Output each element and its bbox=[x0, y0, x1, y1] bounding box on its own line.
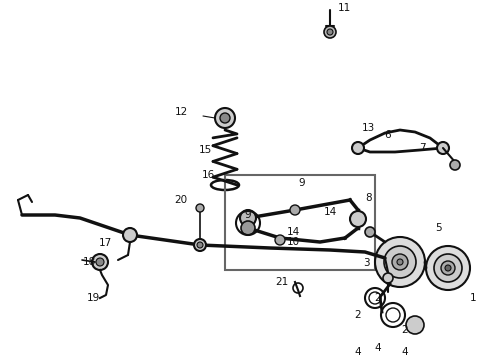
Text: 3: 3 bbox=[364, 258, 370, 268]
Circle shape bbox=[384, 246, 416, 278]
Circle shape bbox=[437, 142, 449, 154]
Text: 12: 12 bbox=[175, 107, 188, 117]
Text: 20: 20 bbox=[174, 195, 187, 205]
Text: 2: 2 bbox=[375, 293, 381, 303]
Text: 14: 14 bbox=[286, 227, 299, 237]
Circle shape bbox=[365, 227, 375, 237]
Text: 2: 2 bbox=[402, 325, 408, 335]
Text: 5: 5 bbox=[435, 223, 441, 233]
Circle shape bbox=[290, 205, 300, 215]
Circle shape bbox=[445, 265, 451, 271]
Text: 7: 7 bbox=[418, 143, 425, 153]
Circle shape bbox=[327, 29, 333, 35]
Text: 4: 4 bbox=[402, 347, 408, 357]
Text: 21: 21 bbox=[275, 277, 288, 287]
Bar bbox=[225, 175, 375, 270]
Circle shape bbox=[352, 142, 364, 154]
Text: 8: 8 bbox=[365, 193, 371, 203]
Circle shape bbox=[194, 239, 206, 251]
Circle shape bbox=[196, 204, 204, 212]
Text: 6: 6 bbox=[385, 130, 392, 140]
Circle shape bbox=[392, 254, 408, 270]
Circle shape bbox=[123, 228, 137, 242]
Text: 15: 15 bbox=[198, 145, 212, 155]
Text: 16: 16 bbox=[201, 170, 215, 180]
Text: 14: 14 bbox=[323, 207, 337, 217]
Text: 11: 11 bbox=[338, 3, 351, 13]
Circle shape bbox=[441, 261, 455, 275]
Circle shape bbox=[324, 26, 336, 38]
Circle shape bbox=[96, 258, 104, 266]
Circle shape bbox=[241, 221, 255, 235]
Text: 10: 10 bbox=[287, 237, 299, 247]
Circle shape bbox=[375, 237, 425, 287]
Text: 13: 13 bbox=[361, 123, 375, 133]
Circle shape bbox=[197, 242, 203, 248]
Circle shape bbox=[426, 246, 470, 290]
Text: 4: 4 bbox=[375, 343, 381, 353]
Circle shape bbox=[397, 259, 403, 265]
Circle shape bbox=[450, 160, 460, 170]
Circle shape bbox=[383, 273, 393, 283]
Circle shape bbox=[240, 210, 256, 226]
Text: 9: 9 bbox=[299, 178, 305, 188]
Circle shape bbox=[215, 108, 235, 128]
Circle shape bbox=[220, 113, 230, 123]
Text: 4: 4 bbox=[355, 347, 361, 357]
Text: 17: 17 bbox=[99, 238, 112, 248]
Circle shape bbox=[434, 254, 462, 282]
Text: 9: 9 bbox=[245, 210, 251, 220]
Text: 1: 1 bbox=[470, 293, 477, 303]
Text: 18: 18 bbox=[83, 257, 96, 267]
Circle shape bbox=[92, 254, 108, 270]
Text: 19: 19 bbox=[87, 293, 100, 303]
Circle shape bbox=[350, 211, 366, 227]
Text: 2: 2 bbox=[355, 310, 361, 320]
Circle shape bbox=[275, 235, 285, 245]
Circle shape bbox=[406, 316, 424, 334]
